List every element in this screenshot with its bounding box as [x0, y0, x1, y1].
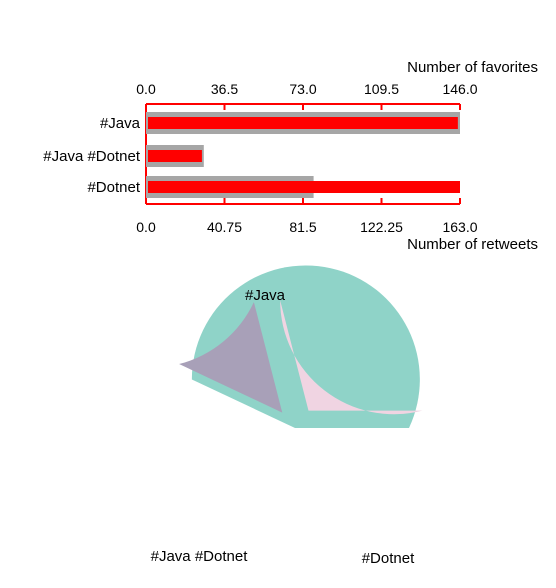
top-tick-label: 109.5 — [364, 81, 399, 97]
category-label: #Java #Dotnet — [43, 148, 141, 165]
pie-labels: #Java #Java #Dotnet #Dotnet — [151, 287, 415, 567]
pie-label: #Dotnet — [362, 550, 415, 567]
top-axis-ticks: 0.0 36.5 73.0 109.5 146.0 — [136, 81, 478, 110]
pie-slices — [179, 265, 423, 428]
top-tick-label: 146.0 — [442, 81, 477, 97]
top-tick-label: 0.0 — [136, 81, 156, 97]
pie-label: #Java — [245, 287, 286, 304]
bottom-tick-label: 122.25 — [360, 219, 403, 235]
pie-slice — [280, 300, 423, 415]
pie-slice — [179, 302, 283, 413]
pie-chart: #Java #Java #Dotnet #Dotnet — [151, 265, 423, 567]
bottom-tick-label: 0.0 — [136, 219, 156, 235]
bottom-tick-label: 163.0 — [442, 219, 477, 235]
category-label: #Java — [100, 115, 141, 132]
bottom-tick-label: 40.75 — [207, 219, 242, 235]
pie-label: #Java #Dotnet — [151, 548, 249, 565]
category-labels: #Java #Java #Dotnet #Dotnet — [43, 115, 141, 196]
bottom-axis-ticks: 0.0 40.75 81.5 122.25 163.0 — [136, 104, 478, 235]
favorites-bar — [148, 117, 458, 129]
top-tick-label: 73.0 — [289, 81, 316, 97]
bottom-tick-label: 81.5 — [289, 219, 316, 235]
favorites-bar — [148, 181, 460, 193]
bar-chart: Number of favorites Number of retweets 0… — [43, 59, 538, 253]
favorites-bar — [148, 150, 202, 162]
top-axis-label: Number of favorites — [407, 59, 538, 76]
top-tick-label: 36.5 — [211, 81, 238, 97]
category-label: #Dotnet — [87, 179, 140, 196]
bottom-axis-label: Number of retweets — [407, 236, 538, 253]
bars-group — [146, 112, 460, 198]
